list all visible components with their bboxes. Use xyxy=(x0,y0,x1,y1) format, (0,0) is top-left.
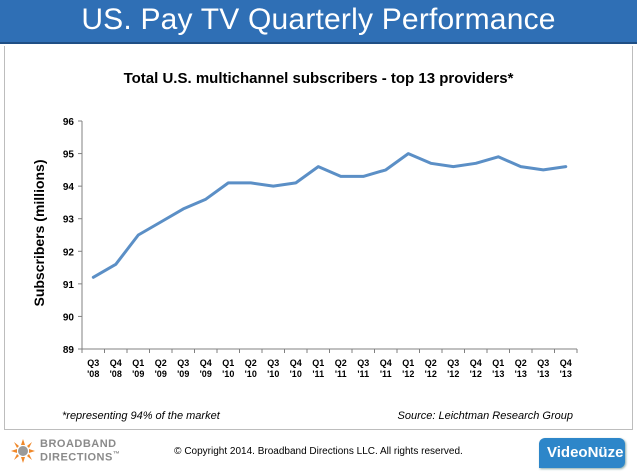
page-title: US. Pay TV Quarterly Performance xyxy=(81,3,556,36)
x-tick-label-year: '12 xyxy=(470,369,482,379)
y-tick-label: 90 xyxy=(63,312,75,323)
x-tick-label-year: '09 xyxy=(177,369,189,379)
logo-text-line2-word: DIRECTIONS xyxy=(40,451,113,464)
x-tick-label-quarter: Q4 xyxy=(560,358,572,368)
footnote: *representing 94% of the market xyxy=(62,410,220,422)
x-tick-label-quarter: Q2 xyxy=(245,358,257,368)
x-tick-label-year: '13 xyxy=(537,369,549,379)
x-tick-label-quarter: Q3 xyxy=(267,358,279,368)
x-tick-label-year: '12 xyxy=(402,369,414,379)
x-tick-label-year: '08 xyxy=(110,369,122,379)
x-tick-label-quarter: Q2 xyxy=(425,358,437,368)
x-tick-label-quarter: Q4 xyxy=(380,358,392,368)
x-tick-label-quarter: Q4 xyxy=(200,358,212,368)
x-tick-label-quarter: Q4 xyxy=(290,358,302,368)
x-tick-label-year: '11 xyxy=(312,369,324,379)
logo-text-line2: DIRECTIONS™ xyxy=(40,451,120,464)
x-tick-label-quarter: Q3 xyxy=(447,358,459,368)
x-tick-label-quarter: Q3 xyxy=(537,358,549,368)
x-tick-label-quarter: Q1 xyxy=(132,358,144,368)
copyright-text: © Copyright 2014. Broadband Directions L… xyxy=(174,446,463,457)
x-tick-label-year: '13 xyxy=(515,369,527,379)
y-tick-label: 92 xyxy=(63,247,75,258)
x-tick-label-quarter: Q1 xyxy=(312,358,324,368)
y-tick-label: 93 xyxy=(63,215,75,226)
y-tick-label: 96 xyxy=(63,117,75,128)
x-tick-label-quarter: Q1 xyxy=(402,358,414,368)
x-tick-label-quarter: Q3 xyxy=(357,358,369,368)
broadband-directions-logo: BROADBAND DIRECTIONS™ xyxy=(10,434,130,468)
x-tick-label-year: '10 xyxy=(267,369,279,379)
source-note: Source: Leichtman Research Group xyxy=(397,410,573,422)
x-tick-label-year: '09 xyxy=(132,369,144,379)
x-tick-label-quarter: Q4 xyxy=(470,358,482,368)
x-tick-label-quarter: Q3 xyxy=(87,358,99,368)
x-tick-label-quarter: Q1 xyxy=(222,358,234,368)
x-tick-label-year: '11 xyxy=(380,369,392,379)
x-tick-label-year: '11 xyxy=(335,369,347,379)
x-tick-label-year: '10 xyxy=(290,369,302,379)
y-tick-label: 89 xyxy=(63,345,75,356)
x-tick-label-quarter: Q2 xyxy=(515,358,527,368)
y-tick-label: 94 xyxy=(63,182,75,193)
logo-trademark: ™ xyxy=(112,451,121,458)
videonuze-logo: VideoNüze xyxy=(539,438,625,468)
x-tick-label-quarter: Q2 xyxy=(335,358,347,368)
x-tick-label-year: '13 xyxy=(560,369,572,379)
x-tick-label-year: '09 xyxy=(200,369,212,379)
x-tick-label-quarter: Q2 xyxy=(155,358,167,368)
x-tick-label-quarter: Q4 xyxy=(110,358,122,368)
x-tick-label-year: '12 xyxy=(425,369,437,379)
chart-title: Total U.S. multichannel subscribers - to… xyxy=(123,70,514,87)
videonuze-logo-text: VideoNüze xyxy=(547,444,624,461)
x-tick-label-year: '10 xyxy=(222,369,234,379)
x-tick-label-year: '11 xyxy=(357,369,369,379)
y-tick-label: 91 xyxy=(63,280,75,291)
x-tick-label-year: '12 xyxy=(447,369,459,379)
x-tick-label-year: '10 xyxy=(245,369,257,379)
series-line-0 xyxy=(91,152,568,279)
x-tick-label-quarter: Q3 xyxy=(177,358,189,368)
logo-sun-icon xyxy=(11,439,35,463)
logo-text-line1: BROADBAND xyxy=(40,438,117,450)
x-tick-label-year: '09 xyxy=(155,369,167,379)
title-banner: US. Pay TV Quarterly Performance xyxy=(0,0,637,44)
y-tick-label: 95 xyxy=(63,150,75,161)
slide-frame xyxy=(4,46,633,430)
x-tick-label-quarter: Q1 xyxy=(492,358,504,368)
x-tick-label-year: '13 xyxy=(492,369,504,379)
x-tick-label-year: '08 xyxy=(87,369,99,379)
